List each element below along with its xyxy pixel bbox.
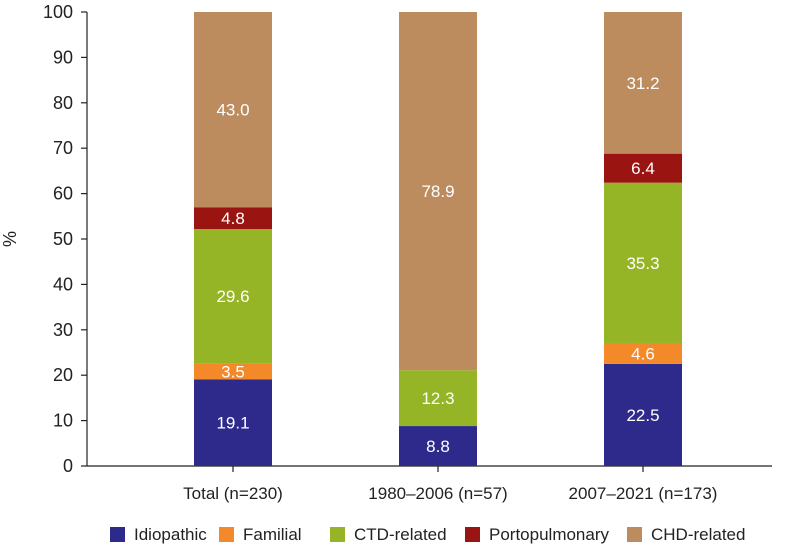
legend-label: CHD-related [651,525,745,544]
bar-segment-chd-related [604,12,682,154]
axes: 0 10 20 30 40 50 60 70 80 90 100% Total (n=230) 1980… [0,2,772,503]
bar-segment-chd-related [194,12,272,208]
data-label: 3.5 [221,362,245,381]
bar-segment-ctd-related [194,229,272,364]
y-tick-label: 50 [53,229,73,249]
bar-segment-familial [194,363,272,380]
data-label: 19.1 [216,414,249,433]
legend-swatch [465,527,480,542]
bar-segment-chd-related [399,12,477,371]
y-tick-label: 100 [43,2,73,22]
data-label: 12.3 [421,389,454,408]
y-tick-label: 80 [53,93,73,113]
y-tick-label: 20 [53,365,73,385]
data-label: 35.3 [626,254,659,273]
x-tick-label: 2007–2021 (n=173) [569,484,718,503]
y-tick-label: 70 [53,138,73,158]
x-tick-label: 1980–2006 (n=57) [368,484,507,503]
data-label: 43.0 [216,101,249,120]
legend-swatch [219,527,234,542]
legend-label: Idiopathic [134,525,207,544]
data-label: 4.6 [631,344,655,363]
bar-segment-portopulmonary [194,207,272,230]
bar-segment-idiopathic [194,379,272,466]
bar-segment-familial [604,342,682,364]
legend-label: CTD-related [354,525,447,544]
bars [194,12,682,466]
y-tick-label: 90 [53,47,73,67]
data-label: 29.6 [216,287,249,306]
bar-segment-ctd-related [399,370,477,427]
y-tick-label: 60 [53,184,73,204]
data-label: 4.8 [221,209,245,228]
bar-segment-idiopathic [399,426,477,466]
x-tick-label: Total (n=230) [183,484,283,503]
y-tick-label: 0 [63,456,73,476]
y-tick-label: 10 [53,411,73,431]
data-label: 22.5 [626,406,659,425]
bar-segment-idiopathic [604,363,682,466]
y-axis-label: % [0,231,20,247]
y-tick-label: 30 [53,320,73,340]
bar-segment-portopulmonary [604,153,682,183]
data-label: 6.4 [631,159,655,178]
data-label: 31.2 [626,74,659,93]
legend-swatch [330,527,345,542]
legend: Idiopathic Familial CTD-related Portopulmon… [110,525,745,544]
data-label: 78.9 [421,182,454,201]
y-tick-label: 40 [53,274,73,294]
legend-label: Familial [243,525,302,544]
data-label: 8.8 [426,437,450,456]
legend-label: Portopulmonary [489,525,610,544]
legend-swatch [110,527,125,542]
bar-segment-ctd-related [604,182,682,343]
legend-swatch [627,527,642,542]
segment-labels: 19.1 3.5 29.6 4.8 43.0 8.8 12.3 78.9 22.5 4.6 35.3… [216,74,659,456]
